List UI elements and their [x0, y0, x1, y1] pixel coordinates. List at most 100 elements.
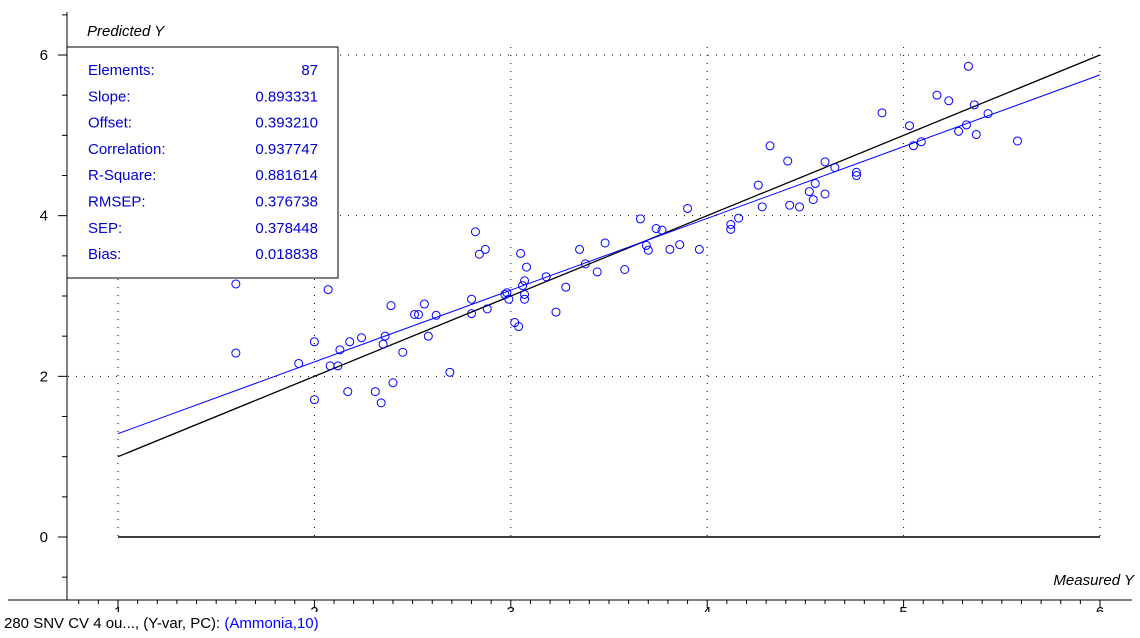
- y-axis-title: Predicted Y: [87, 23, 165, 40]
- data-point: [904, 121, 914, 131]
- data-point: [694, 244, 704, 254]
- data-point: [520, 289, 530, 299]
- data-point: [983, 109, 993, 119]
- fit-lines: [117, 54, 1101, 458]
- x-tick-label: 6: [1096, 604, 1104, 612]
- stat-value: 0.881614: [255, 167, 318, 184]
- stat-label: R-Square:: [88, 167, 156, 184]
- data-point: [651, 224, 661, 234]
- data-point: [810, 179, 820, 189]
- data-point: [541, 272, 551, 282]
- data-point: [804, 187, 814, 197]
- stat-label: RMSEP:: [88, 194, 146, 211]
- data-point: [969, 100, 979, 110]
- data-point: [516, 248, 526, 258]
- stat-value: 0.378448: [255, 220, 318, 237]
- data-point: [357, 333, 367, 343]
- data-point: [325, 361, 335, 371]
- data-point: [482, 304, 492, 314]
- stat-label: Correlation:: [88, 141, 166, 158]
- data-point: [641, 240, 651, 250]
- data-point: [551, 307, 561, 317]
- stat-value: 0.393210: [255, 115, 318, 132]
- y-tick-label: 2: [40, 368, 48, 385]
- data-point: [820, 189, 830, 199]
- data-point: [665, 244, 675, 254]
- data-point: [851, 171, 861, 181]
- stat-value: 0.018838: [255, 246, 318, 263]
- data-point: [1013, 136, 1023, 146]
- data-point: [877, 108, 887, 118]
- data-point: [335, 345, 345, 355]
- data-point: [963, 61, 973, 71]
- data-point: [231, 348, 241, 358]
- data-point: [380, 331, 390, 341]
- scatter-plot: 1 2 3 4 5 6 0 2 4 6 Predicted Y Measured Y Elemen…: [8, 12, 1135, 612]
- data-point: [830, 162, 840, 172]
- data-point: [467, 309, 477, 319]
- regression-line: [117, 74, 1101, 435]
- x-tick-label: 1: [114, 604, 122, 612]
- data-point: [592, 267, 602, 277]
- data-point: [908, 141, 918, 151]
- data-points: [231, 61, 1023, 408]
- data-point: [916, 137, 926, 147]
- data-point: [675, 240, 685, 250]
- data-point: [726, 224, 736, 234]
- y-tick-label: 0: [40, 529, 48, 546]
- stat-value: 87: [301, 62, 318, 79]
- x-tick-label: 2: [310, 604, 318, 612]
- stat-value: 0.893331: [255, 88, 318, 105]
- data-point: [600, 238, 610, 248]
- data-point: [467, 294, 477, 304]
- data-point: [333, 361, 343, 371]
- data-point: [757, 202, 767, 212]
- statistics-box: Elements: 87 Slope: 0.893331 Offset: 0.393210…: [66, 46, 339, 279]
- stat-label: Offset:: [88, 115, 132, 132]
- data-point: [309, 395, 319, 405]
- x-axis-title: Measured Y: [1053, 572, 1135, 589]
- stat-value: 0.937747: [255, 141, 318, 158]
- data-point: [561, 282, 571, 292]
- data-point: [575, 244, 585, 254]
- data-point: [783, 156, 793, 166]
- y-tick-label: 6: [40, 47, 48, 64]
- data-point: [851, 167, 861, 177]
- data-point: [343, 387, 353, 397]
- data-point: [726, 220, 736, 230]
- data-point: [480, 244, 490, 254]
- data-point: [370, 387, 380, 397]
- data-point: [423, 331, 433, 341]
- data-point: [635, 214, 645, 224]
- data-point: [795, 202, 805, 212]
- data-point: [765, 141, 775, 151]
- stat-label: Bias:: [88, 246, 121, 263]
- target-line: [117, 54, 1101, 458]
- data-point: [231, 279, 241, 289]
- data-point: [683, 203, 693, 213]
- data-point: [388, 378, 398, 388]
- data-point: [514, 322, 524, 332]
- data-point: [820, 157, 830, 167]
- footer-status: 280 SNV CV 4 ou..., (Y-var, PC): (Ammoni…: [4, 615, 319, 632]
- data-point: [961, 120, 971, 130]
- data-point: [785, 200, 795, 210]
- data-point: [410, 309, 420, 319]
- data-point: [944, 96, 954, 106]
- data-point: [413, 309, 423, 319]
- data-point: [376, 398, 386, 408]
- stat-value: 0.376738: [255, 194, 318, 211]
- data-point: [808, 195, 818, 205]
- data-point: [345, 337, 355, 347]
- footer-variable: (Ammonia,10): [224, 615, 319, 632]
- data-point: [470, 227, 480, 237]
- data-point: [323, 285, 333, 295]
- data-point: [753, 180, 763, 190]
- y-tick-label: 4: [40, 208, 48, 225]
- stat-label: SEP:: [88, 220, 122, 237]
- data-point: [734, 213, 744, 223]
- data-point: [445, 367, 455, 377]
- x-tick-label: 4: [703, 604, 711, 612]
- data-point: [504, 294, 514, 304]
- grid-lines: [68, 47, 1101, 537]
